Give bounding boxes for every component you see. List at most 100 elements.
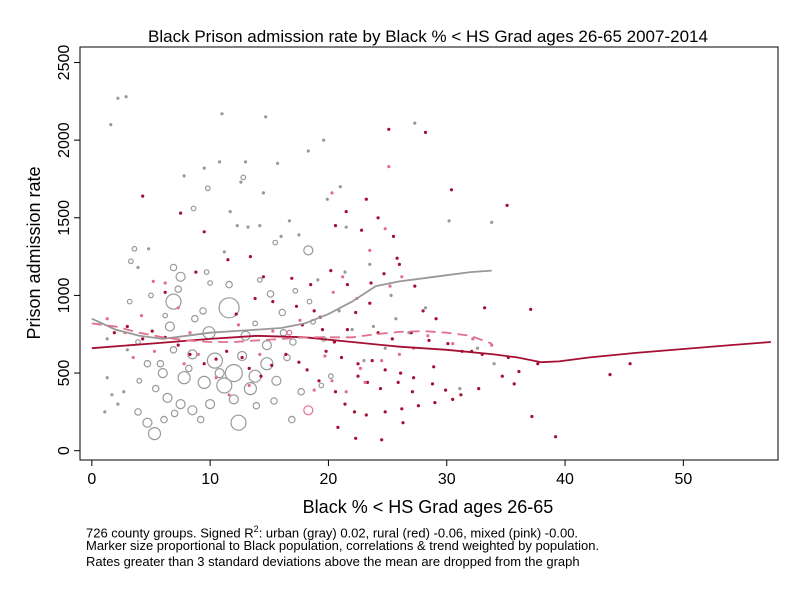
mixed-point — [247, 383, 251, 388]
rural-point — [317, 379, 321, 383]
rural-point — [390, 337, 394, 341]
urban-point — [203, 269, 210, 276]
urban-point — [157, 368, 168, 379]
urban-point — [207, 280, 214, 286]
urban-point — [142, 417, 153, 428]
rural-point — [271, 300, 275, 304]
rural-point — [430, 382, 435, 386]
rural-point — [399, 371, 403, 375]
urban-point — [389, 293, 393, 298]
y-tick-label: 500 — [56, 360, 73, 387]
rural-point — [284, 352, 288, 357]
urban-point — [343, 270, 347, 274]
urban-point — [136, 377, 143, 384]
rural-point — [396, 380, 400, 385]
urban-point — [197, 375, 211, 389]
mixed-point — [286, 329, 293, 336]
urban-point — [105, 337, 109, 341]
urban-point — [174, 285, 183, 294]
urban-point — [182, 174, 186, 178]
urban-point — [136, 265, 140, 270]
rural-point — [248, 255, 252, 259]
urban-point — [278, 308, 287, 317]
rural-point — [423, 130, 428, 134]
rural-point — [446, 342, 450, 346]
mixed-point — [323, 354, 327, 358]
rural-point — [163, 290, 167, 294]
x-axis-title: Black % < HS Grad ages 26-65 — [303, 497, 554, 517]
urban-point — [338, 185, 342, 189]
mixed-trend-line — [91, 322, 493, 345]
urban-point — [165, 293, 182, 310]
rural-point — [150, 329, 154, 333]
rural-point — [305, 368, 309, 372]
urban-point — [175, 399, 186, 410]
chart-title: Black Prison admission rate by Black % <… — [148, 27, 708, 46]
urban-point — [230, 414, 247, 431]
urban-point — [383, 346, 387, 350]
urban-point — [122, 390, 126, 394]
urban-point — [261, 191, 266, 195]
rural-point — [194, 270, 198, 274]
rural-point — [517, 369, 521, 374]
mixed-point — [236, 323, 241, 327]
mixed-point — [131, 355, 135, 360]
urban-point — [110, 393, 114, 397]
mixed-point — [303, 405, 314, 416]
urban-point — [160, 415, 168, 424]
rural-point — [247, 366, 251, 371]
rural-point — [339, 355, 344, 360]
rural-point — [477, 387, 481, 391]
rural-point — [500, 374, 504, 378]
rural-point — [356, 374, 360, 378]
urban-point — [287, 219, 292, 223]
urban-point — [228, 210, 232, 214]
mixed-point — [298, 318, 302, 322]
mixed-point — [330, 379, 334, 383]
rural-point — [434, 317, 438, 321]
urban-point — [292, 287, 299, 294]
rural-point — [380, 438, 384, 442]
mixed-point — [151, 279, 155, 284]
urban-point — [224, 364, 243, 383]
urban-point — [220, 112, 224, 116]
urban-point — [327, 373, 334, 380]
rural-point — [270, 363, 274, 367]
rural-point — [376, 216, 380, 220]
mixed-point — [163, 281, 167, 285]
mixed-point — [330, 191, 334, 195]
mixed-point — [471, 337, 475, 341]
rural-point — [356, 362, 360, 366]
urban-point — [337, 309, 341, 313]
rural-point — [427, 338, 431, 343]
mixed-point — [363, 380, 367, 385]
y-tick-label: 2000 — [56, 122, 73, 158]
rural-point — [112, 331, 116, 335]
urban-point — [279, 234, 283, 238]
rural-point — [333, 224, 338, 228]
urban-point — [240, 174, 247, 181]
urban-point — [170, 409, 179, 418]
urban-point — [258, 224, 262, 228]
urban-point — [131, 245, 138, 252]
x-tick-label: 30 — [438, 471, 456, 488]
urban-point — [124, 95, 128, 99]
rural-point — [444, 388, 448, 392]
footnote-line-1-suffix: : urban (gray) 0.02, rural (red) -0.06, … — [258, 525, 579, 541]
rural-point — [294, 304, 299, 308]
rural-point — [202, 362, 206, 366]
rural-point — [234, 312, 238, 316]
urban-point — [492, 362, 496, 366]
urban-point — [109, 122, 113, 127]
y-tick-label: 1000 — [56, 278, 73, 314]
urban-point — [204, 185, 211, 192]
y-axis: 0 500 1000 1500 2000 2500 — [56, 45, 80, 455]
urban-point — [175, 271, 186, 282]
rural-point — [329, 269, 333, 273]
urban-point — [475, 346, 480, 350]
urban-point — [423, 306, 428, 310]
rural-point — [410, 390, 415, 394]
x-tick-label: 0 — [87, 471, 96, 488]
x-tick-label: 20 — [320, 471, 338, 488]
